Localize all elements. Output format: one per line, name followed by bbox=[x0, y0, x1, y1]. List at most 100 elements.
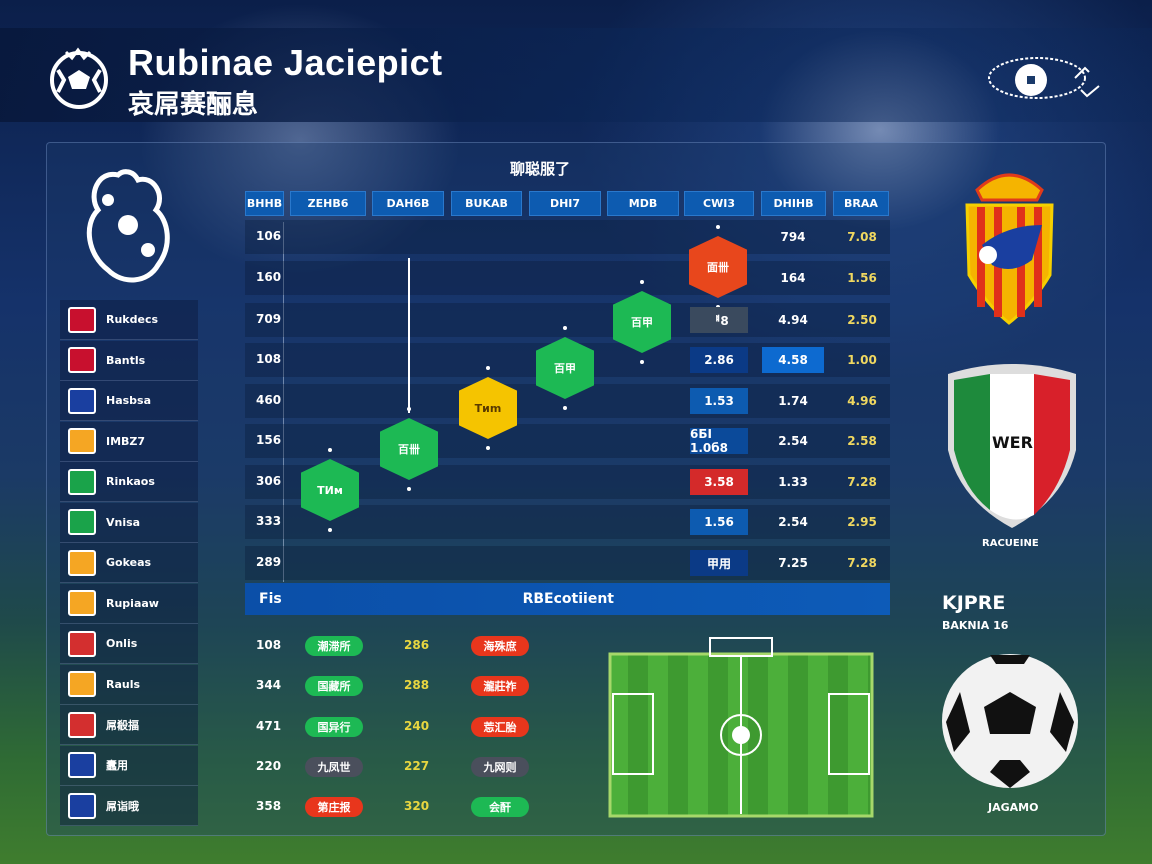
hex-marker[interactable]: 百甲 bbox=[536, 337, 594, 399]
odds-cell[interactable]: 2.54 bbox=[778, 515, 808, 529]
sidebar-item[interactable]: 屌诣哦 bbox=[60, 786, 198, 826]
odds-cell[interactable]: 2.95 bbox=[847, 515, 877, 529]
sidebar-item[interactable]: Onlis bbox=[60, 624, 198, 664]
sidebar-item[interactable]: Rukdecs bbox=[60, 300, 198, 340]
chart-row bbox=[245, 303, 890, 337]
catalan-shield-icon bbox=[68, 590, 96, 616]
home-badge[interactable]: 国藏所 bbox=[305, 676, 363, 696]
red-circle-crest-icon bbox=[68, 711, 96, 738]
result-score: 240 bbox=[404, 719, 430, 733]
sidebar-item-label: 屌诣哦 bbox=[106, 799, 139, 813]
uk-flag-icon bbox=[68, 347, 96, 373]
odds-cell[interactable]: 794 bbox=[780, 230, 806, 244]
sidebar-item[interactable]: Vnisa bbox=[60, 502, 198, 543]
chart-row bbox=[245, 505, 890, 539]
italy-shield-icon bbox=[948, 364, 1076, 528]
league-logo-icon[interactable] bbox=[985, 50, 1107, 102]
row-label: 306 bbox=[256, 474, 282, 488]
column-header[interactable]: MDB bbox=[607, 191, 679, 216]
marker-dot bbox=[486, 446, 490, 450]
sidebar-item[interactable]: 蠧用 bbox=[60, 745, 198, 786]
away-badge[interactable]: 会酐 bbox=[471, 797, 529, 817]
odds-cell[interactable]: 1.53 bbox=[690, 388, 748, 414]
home-badge[interactable]: 九凤世 bbox=[305, 757, 363, 777]
odds-cell[interactable]: 1.56 bbox=[847, 271, 877, 285]
sidebar-item-label: Bantls bbox=[106, 353, 146, 367]
chart-axis-line bbox=[283, 222, 284, 582]
result-number: 344 bbox=[256, 678, 282, 692]
sidebar-item[interactable]: Rupiaaw bbox=[60, 583, 198, 624]
hex-marker[interactable]: 面卌 bbox=[689, 236, 747, 298]
odds-cell[interactable]: 4.94 bbox=[778, 313, 808, 327]
odds-cell[interactable]: 1.00 bbox=[847, 353, 877, 367]
sidebar-item[interactable]: Rauls bbox=[60, 664, 198, 705]
home-badge[interactable]: 第庄报 bbox=[305, 797, 363, 817]
hex-marker[interactable]: Tиm bbox=[459, 377, 517, 439]
main-panel bbox=[46, 142, 1106, 836]
row-label: 106 bbox=[256, 229, 282, 243]
sidebar-item[interactable]: IMBZ7 bbox=[60, 421, 198, 462]
catalan-crest-icon bbox=[68, 549, 96, 576]
sidebar-item[interactable]: Bantls bbox=[60, 340, 198, 381]
header-bar bbox=[0, 28, 1152, 122]
team-crest-icon bbox=[86, 169, 170, 283]
odds-cell[interactable]: 1.33 bbox=[778, 475, 808, 489]
away-badge[interactable]: 瀧莊祚 bbox=[471, 676, 529, 696]
odds-cell[interactable]: 1.56 bbox=[690, 509, 748, 535]
odds-cell[interactable]: 7.25 bbox=[778, 556, 808, 570]
marker-dot bbox=[640, 360, 644, 364]
column-header[interactable]: ZEHB6 bbox=[290, 191, 366, 216]
column-header[interactable]: DHI7 bbox=[529, 191, 601, 216]
sidebar-item-label: Rinkaos bbox=[106, 475, 155, 488]
column-header[interactable]: CWI3 bbox=[684, 191, 754, 216]
odds-cell[interactable]: 甲用 bbox=[690, 550, 748, 576]
chart-row bbox=[245, 546, 890, 580]
column-header[interactable]: DHIHB bbox=[761, 191, 826, 216]
odds-cell[interactable]: 2.86 bbox=[690, 347, 748, 373]
row-label: 333 bbox=[256, 514, 282, 528]
cross-crest-icon bbox=[68, 630, 96, 657]
odds-cell[interactable]: ᅤ8 bbox=[690, 307, 748, 333]
sidebar-item-label: Vnisa bbox=[106, 515, 141, 529]
result-score: 320 bbox=[404, 799, 430, 813]
away-badge[interactable]: 海殊庶 bbox=[471, 636, 529, 656]
odds-cell[interactable]: 2.54 bbox=[778, 434, 808, 448]
sidebar-item-label: Rukdecs bbox=[106, 313, 159, 326]
column-header[interactable]: BRAA bbox=[833, 191, 889, 216]
soccer-pitch[interactable] bbox=[608, 636, 874, 818]
marker-dot bbox=[328, 528, 332, 532]
chart-row bbox=[245, 424, 890, 458]
hex-marker[interactable]: TИм bbox=[301, 459, 359, 521]
odds-cell[interactable]: 4.58 bbox=[762, 347, 824, 373]
column-header[interactable]: BUKAB bbox=[451, 191, 522, 216]
odds-cell[interactable]: 7.28 bbox=[847, 556, 877, 570]
sidebar-item[interactable]: 屌殽揊 bbox=[60, 705, 198, 745]
odds-cell[interactable]: 2.50 bbox=[847, 313, 877, 327]
result-number: 471 bbox=[256, 719, 282, 733]
odds-cell[interactable]: 4.96 bbox=[847, 394, 877, 408]
home-badge[interactable]: 国异行 bbox=[305, 717, 363, 737]
away-badge[interactable]: 九网则 bbox=[471, 757, 529, 777]
catalan-shield-icon bbox=[68, 671, 96, 697]
odds-cell[interactable]: 7.08 bbox=[847, 230, 877, 244]
odds-cell[interactable]: 6БI 1.0б8 bbox=[690, 427, 748, 455]
app-title: Rubinae Jaciepict bbox=[128, 42, 443, 83]
sidebar-item[interactable]: Hasbsa bbox=[60, 381, 198, 421]
section-bar[interactable]: Fis RBEcotiient bbox=[245, 583, 890, 615]
odds-cell[interactable]: 7.28 bbox=[847, 475, 877, 489]
odds-cell[interactable]: 1.74 bbox=[778, 394, 808, 408]
column-header[interactable]: BHHB bbox=[245, 191, 284, 216]
odds-cell[interactable]: 2.58 bbox=[847, 434, 877, 448]
away-badge[interactable]: 莣汇胎 bbox=[471, 717, 529, 737]
sidebar-item[interactable]: Rinkaos bbox=[60, 462, 198, 502]
sidebar-item[interactable]: Gokeas bbox=[60, 543, 198, 583]
sidebar-item-label: 屌殽揊 bbox=[106, 718, 139, 732]
result-score: 286 bbox=[404, 638, 430, 652]
italy-shield-icon bbox=[68, 509, 96, 535]
hex-marker[interactable]: 百卌 bbox=[380, 418, 438, 480]
odds-cell[interactable]: 3.58 bbox=[690, 469, 748, 495]
column-header[interactable]: DAH6B bbox=[372, 191, 444, 216]
odds-cell[interactable]: 164 bbox=[780, 271, 806, 285]
hex-marker[interactable]: 百甲 bbox=[613, 291, 671, 353]
home-badge[interactable]: 潮滞所 bbox=[305, 636, 363, 656]
